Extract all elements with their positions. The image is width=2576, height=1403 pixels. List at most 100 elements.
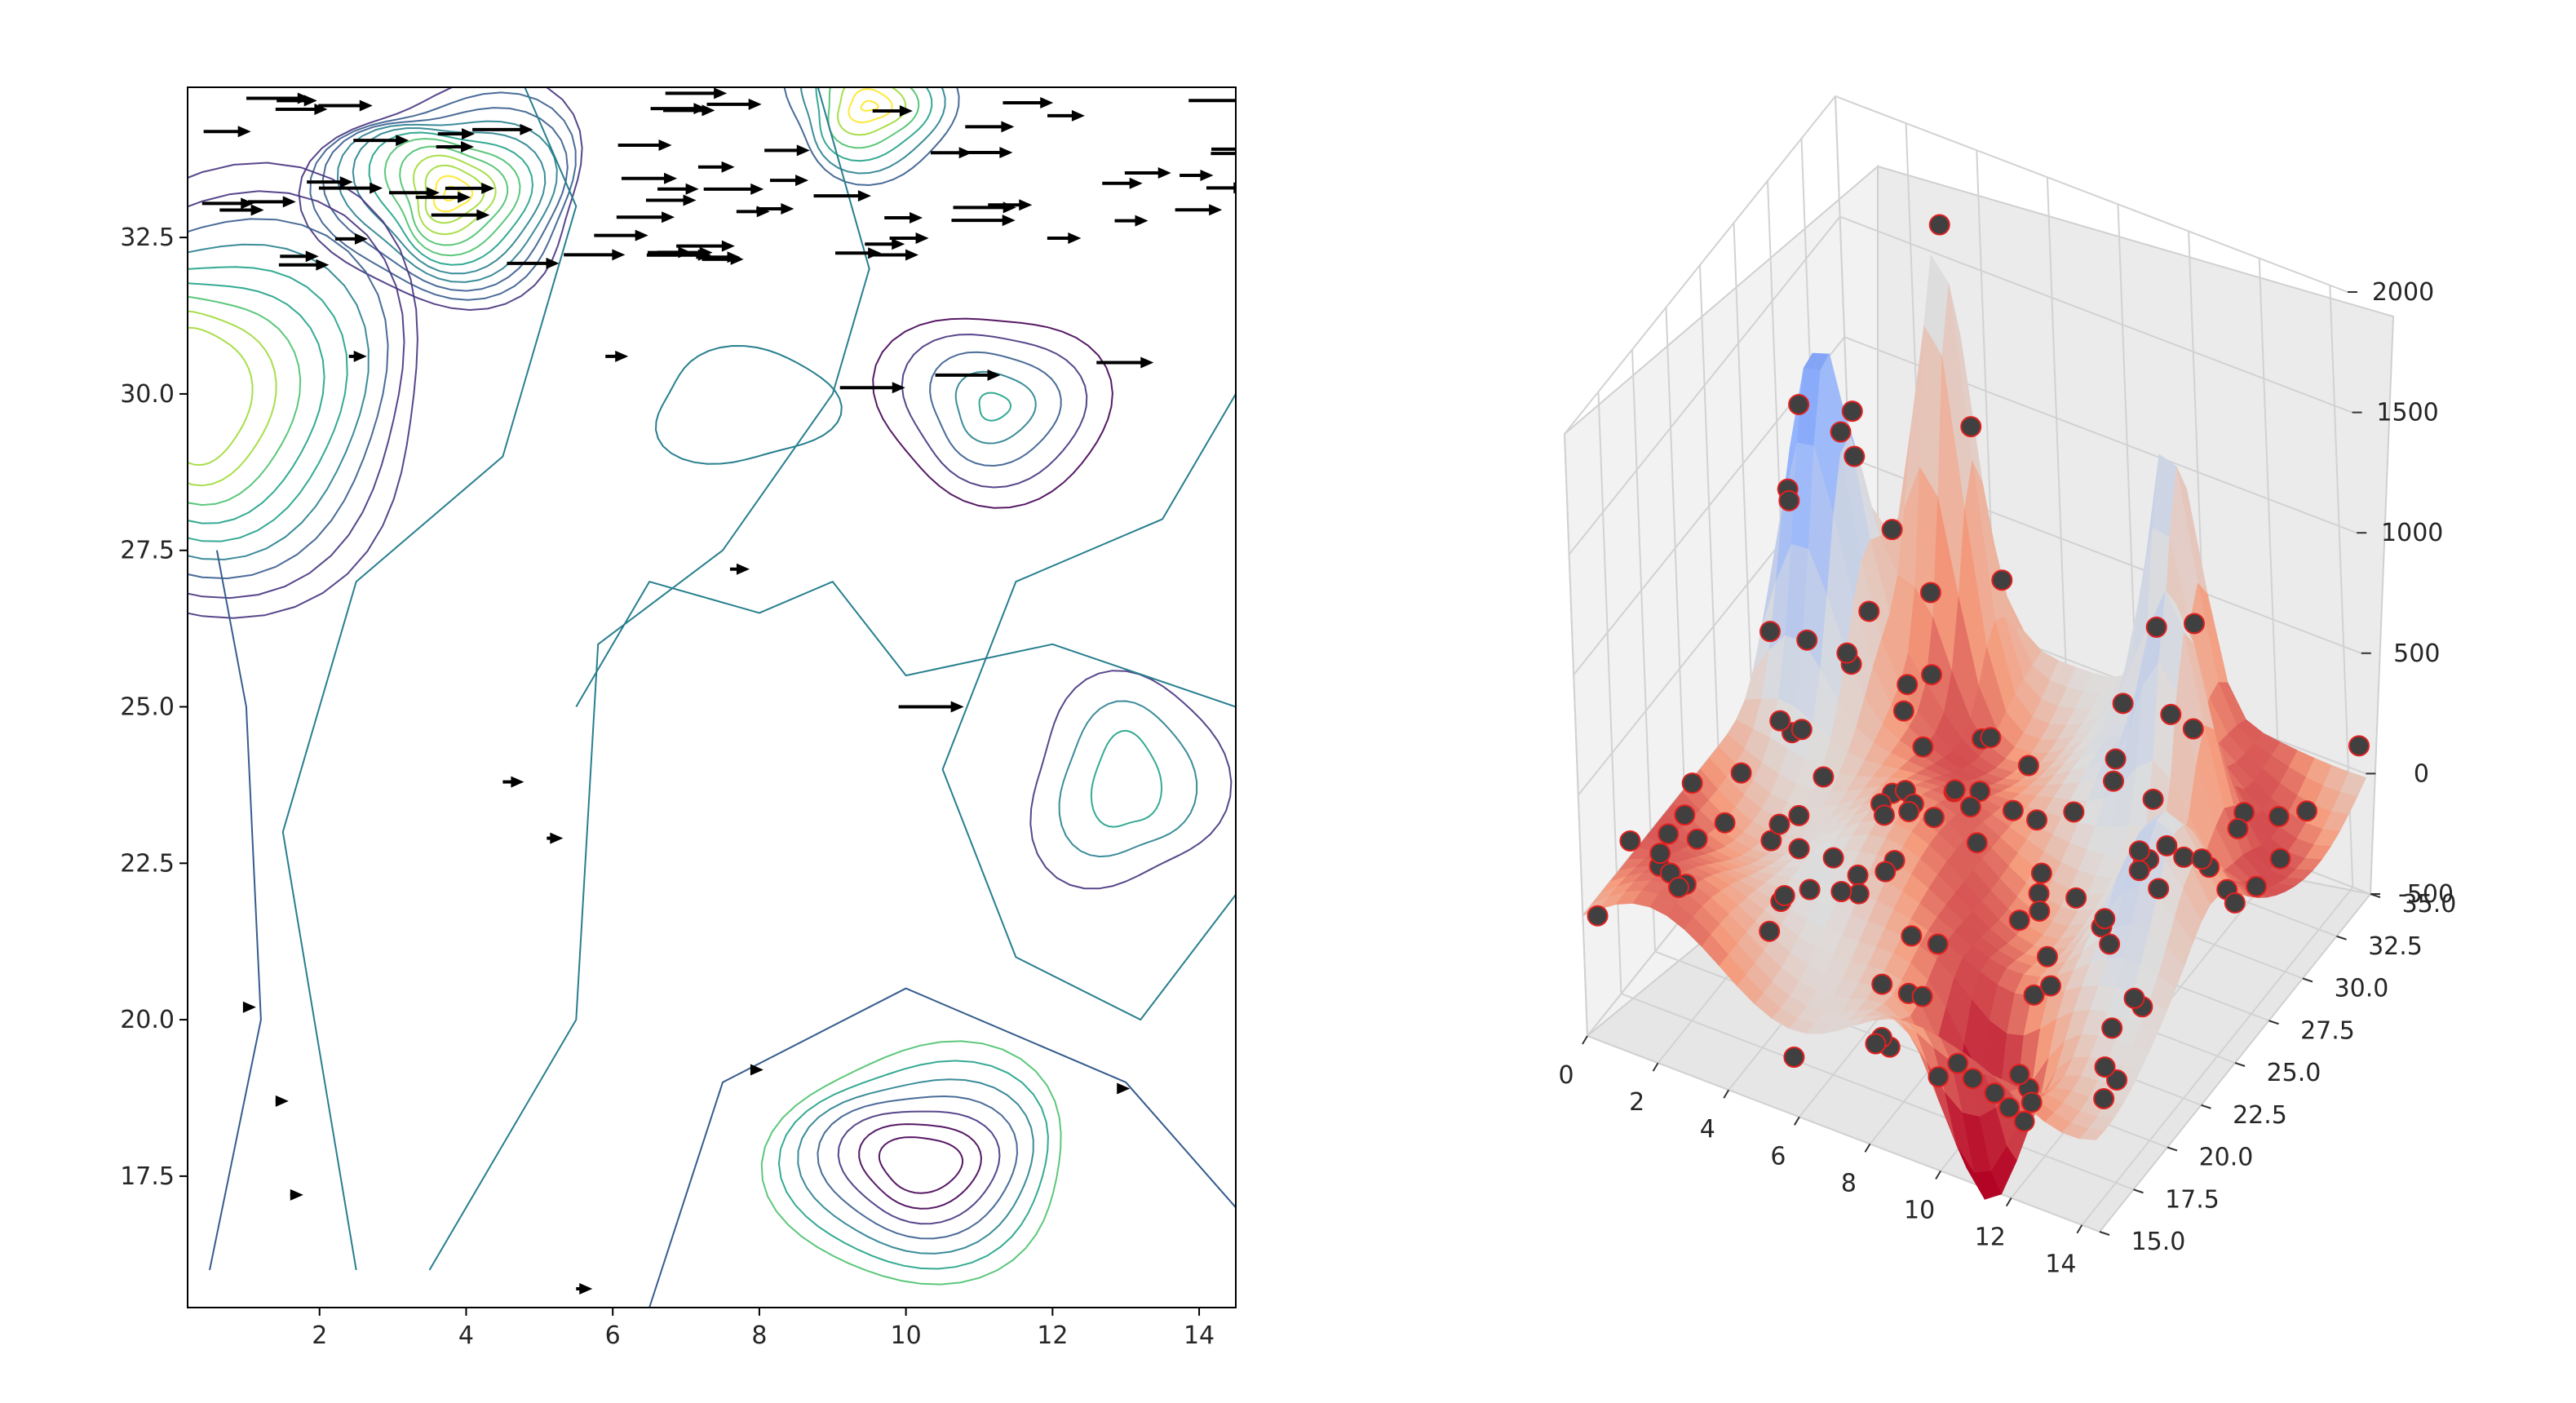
scatter-point xyxy=(1730,762,1752,784)
quiver-arrow xyxy=(507,257,560,269)
scatter-point xyxy=(1778,489,1800,511)
scatter-point xyxy=(1674,804,1696,826)
y3d-tick-label: 25.0 xyxy=(2267,1059,2321,1087)
quiver-arrow xyxy=(1047,232,1082,244)
scatter-point xyxy=(1768,813,1790,835)
quiver-arrow xyxy=(953,201,1016,214)
scatter-point xyxy=(1923,807,1945,829)
x3d-tick-label: 2 xyxy=(1629,1088,1644,1117)
scatter-point xyxy=(2123,987,2145,1009)
z3d-tick-label: 0 xyxy=(2414,759,2429,788)
scatter-point xyxy=(1830,421,1852,443)
contour-line xyxy=(827,87,920,149)
quiver-arrow xyxy=(617,139,672,151)
x3d-tick-mark xyxy=(2005,1197,2012,1207)
x3d-tick-mark xyxy=(1864,1143,1871,1153)
scatter-point xyxy=(1649,843,1671,865)
quiver-arrow xyxy=(839,382,905,394)
y3d-tick-label: 17.5 xyxy=(2165,1185,2220,1214)
quiver-arrow xyxy=(872,105,913,117)
contour-line xyxy=(188,162,418,619)
scatter-point xyxy=(2063,801,2085,823)
contour-line xyxy=(797,1078,1034,1255)
scatter-point xyxy=(1998,1096,2021,1118)
scatter-point xyxy=(2013,1110,2035,1132)
grid-line-z xyxy=(1564,95,2348,435)
scatter-point xyxy=(2156,834,2178,856)
scatter-point xyxy=(1812,766,1835,788)
quiver-arrow xyxy=(445,182,495,194)
scatter-point xyxy=(1587,905,1609,927)
contour-line xyxy=(783,87,960,187)
quiver-arrow xyxy=(729,563,750,575)
scatter-point xyxy=(2036,945,2058,967)
x-tick-label: 8 xyxy=(751,1321,767,1350)
scatter-point xyxy=(1944,779,1966,801)
contour-line xyxy=(428,87,870,1271)
quiver-arrow xyxy=(1188,99,1236,103)
quiver-arrow xyxy=(201,197,255,210)
quiver-arrow xyxy=(898,701,964,713)
scatter-point xyxy=(1858,600,1880,622)
y-tick-label: 20.0 xyxy=(120,1006,175,1034)
scatter-points-3d xyxy=(1587,214,2370,1132)
scatter-point xyxy=(2173,846,2195,868)
scatter-point xyxy=(1947,1052,1969,1074)
scatter-point xyxy=(2112,693,2134,715)
x3d-tick-mark xyxy=(1794,1116,1800,1126)
scatter-point xyxy=(2184,613,2206,635)
contour-line xyxy=(941,393,1236,1021)
contour-line xyxy=(1029,670,1233,890)
scatter-point xyxy=(1966,832,1988,854)
quiver-arrow xyxy=(436,140,475,153)
scatter-point xyxy=(1830,880,1852,902)
contour-axes-frame xyxy=(187,86,1237,1308)
quiver-arrow xyxy=(275,1095,289,1107)
contour-line xyxy=(1058,700,1198,858)
contour-line xyxy=(321,107,569,292)
scatter-point xyxy=(1847,864,1869,886)
y3d-tick-mark xyxy=(2167,1146,2178,1152)
scatter-point xyxy=(1874,861,1897,883)
x-tick-label: 10 xyxy=(891,1321,922,1350)
scatter-point xyxy=(2040,975,2062,997)
y3d-tick-label: 32.5 xyxy=(2368,932,2423,961)
y3d-tick-label: 35.0 xyxy=(2402,890,2457,918)
scatter-point xyxy=(1658,823,1680,845)
scatter-point xyxy=(2106,1069,2128,1091)
quiver-arrow xyxy=(248,196,296,208)
contour-line xyxy=(336,120,558,283)
quiver-arrow xyxy=(437,128,476,140)
scatter-point xyxy=(2101,1017,2123,1039)
contour-line xyxy=(188,310,277,487)
y3d-tick-label: 22.5 xyxy=(2233,1101,2287,1130)
contour-line xyxy=(777,1060,1049,1270)
x3d-tick-label: 8 xyxy=(1841,1169,1857,1197)
quiver-arrow xyxy=(1114,215,1149,227)
contour-line xyxy=(298,87,583,312)
scatter-point xyxy=(1759,621,1782,643)
scatter-point xyxy=(1928,214,1950,236)
scatter-point xyxy=(2145,616,2167,638)
scatter-point xyxy=(1788,838,1810,860)
y3d-tick-mark xyxy=(2336,935,2347,940)
quiver-arrow xyxy=(564,249,626,261)
scatter-point xyxy=(1969,781,1991,803)
quiver-arrow xyxy=(1096,356,1154,369)
quiver-arrow xyxy=(703,183,764,195)
quiver-arrow xyxy=(547,832,564,844)
surface3d-chart: 0 2 4 6 8 10 12 14 15.0 17.5 20.0 22.5 25.0 27.5 30.0 3… xyxy=(1558,95,2457,1279)
quiver-arrow xyxy=(813,190,871,202)
quiver-arrow xyxy=(1102,177,1143,189)
contour-line xyxy=(837,1110,1001,1225)
scatter-point xyxy=(1881,519,1903,541)
quiver-arrows xyxy=(201,87,1236,1295)
contour-line xyxy=(836,87,907,136)
quiver-arrow xyxy=(650,103,707,115)
contour-line xyxy=(368,131,534,266)
y3d-tick-mark xyxy=(2201,1104,2211,1109)
quiver-arrow xyxy=(1211,147,1236,151)
x3d-tick-mark xyxy=(1723,1089,1730,1099)
z3d-tick-label: 1000 xyxy=(2381,519,2443,547)
scatter-point xyxy=(1928,1066,1950,1088)
